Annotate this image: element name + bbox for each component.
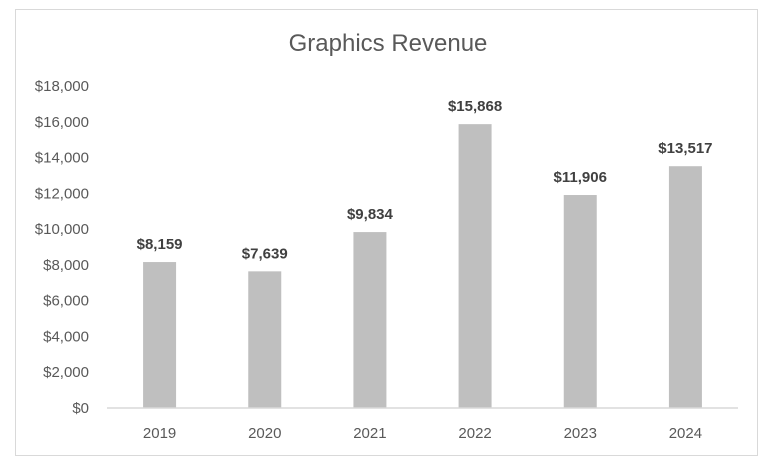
data-label-2024: $13,517 [658, 140, 712, 157]
data-label-2019: $8,159 [137, 236, 183, 253]
bar-2023 [563, 195, 597, 408]
data-label-2020: $7,639 [242, 245, 288, 262]
bar-2021 [353, 232, 387, 408]
bar-2019 [143, 262, 177, 408]
y-tick-label: $8,000 [43, 257, 89, 274]
y-tick-label: $18,000 [35, 78, 89, 95]
bar-2020 [248, 271, 282, 408]
data-label-2021: $9,834 [347, 206, 394, 223]
bar-2022 [458, 124, 492, 409]
data-label-2023: $11,906 [554, 169, 607, 186]
y-tick-label: $4,000 [43, 328, 89, 345]
chart-frame [15, 9, 758, 456]
y-tick-label: $2,000 [43, 364, 89, 381]
x-tick-label: 2021 [353, 425, 386, 442]
x-tick-label: 2022 [458, 425, 491, 442]
bars [143, 124, 702, 409]
y-tick-label: $10,000 [35, 221, 89, 238]
x-tick-label: 2020 [248, 425, 281, 442]
y-tick-label: $14,000 [35, 150, 89, 167]
y-tick-label: $6,000 [43, 293, 89, 310]
x-tick-label: 2019 [143, 425, 176, 442]
data-label-2022: $15,868 [448, 98, 502, 115]
x-axis-ticks: 2019 2020 2021 2022 2023 2024 [143, 425, 702, 442]
y-tick-label: $16,000 [35, 114, 89, 131]
y-axis-ticks: $0 $2,000 $4,000 $6,000 $8,000 $10,000 $12,000… [35, 78, 89, 417]
x-tick-label: 2024 [669, 425, 702, 442]
y-tick-label: $0 [72, 400, 89, 417]
data-labels: $8,159 $7,639 $9,834 $15,868 $11,906 $13,517 [137, 98, 713, 262]
x-tick-label: 2023 [564, 425, 597, 442]
y-tick-label: $12,000 [35, 185, 89, 202]
chart-title: Graphics Revenue [289, 30, 488, 57]
bar-2024 [668, 166, 702, 408]
